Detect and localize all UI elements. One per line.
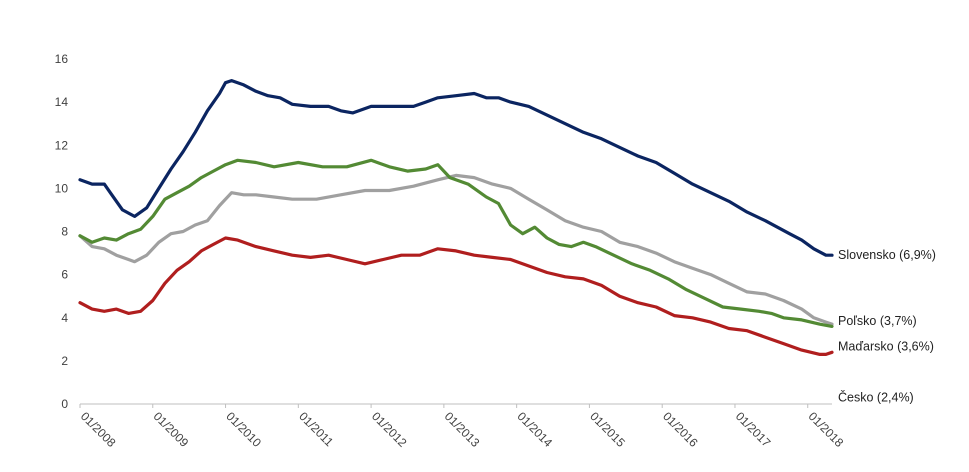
y-tick-label: 2 [61, 354, 68, 368]
x-tick-label: 01/2014 [515, 409, 556, 450]
x-tick-label: 01/2017 [733, 409, 774, 450]
series-line-3 [78, 236, 834, 356]
x-tick-label: 01/2012 [369, 409, 410, 450]
y-tick-label: 16 [55, 52, 69, 66]
y-tick-label: 0 [61, 397, 68, 411]
x-tick-label: 01/2013 [442, 409, 483, 450]
series-label-3: Česko (2,4%) [838, 389, 914, 404]
x-axis: 01/2008 01/2009 01/2010 01/2011 01/2012 01/20… [78, 403, 847, 450]
x-tick-label: 01/2016 [660, 409, 701, 450]
x-tick-label: 01/2015 [587, 409, 628, 450]
x-tick-label: 01/2009 [151, 409, 192, 450]
y-tick-label: 8 [61, 225, 68, 239]
series-lines [78, 78, 834, 356]
x-tick-label: 01/2018 [806, 409, 847, 450]
y-tick-label: 4 [61, 311, 68, 325]
series-label-0: Slovensko (6,9%) [838, 248, 936, 262]
y-tick-label: 12 [55, 138, 69, 152]
y-tick-label: 6 [61, 268, 68, 282]
series-line-1 [78, 173, 834, 326]
series-line-0 [78, 78, 834, 257]
x-tick-label: 01/2008 [78, 409, 119, 450]
y-tick-label: 14 [55, 95, 69, 109]
series-labels: Slovensko (6,9%) Poľsko (3,7%) Maďarsko (3… [838, 248, 936, 404]
series-label-1: Poľsko (3,7%) [838, 314, 917, 328]
series-label-2: Maďarsko (3,6%) [838, 339, 934, 353]
y-tick-label: 10 [55, 181, 69, 195]
y-axis: 0 2 4 6 8 10 12 14 16 [55, 52, 69, 411]
series-line-2 [78, 158, 834, 328]
x-tick-label: 01/2011 [296, 409, 336, 449]
x-tick-label: 01/2010 [223, 409, 264, 450]
